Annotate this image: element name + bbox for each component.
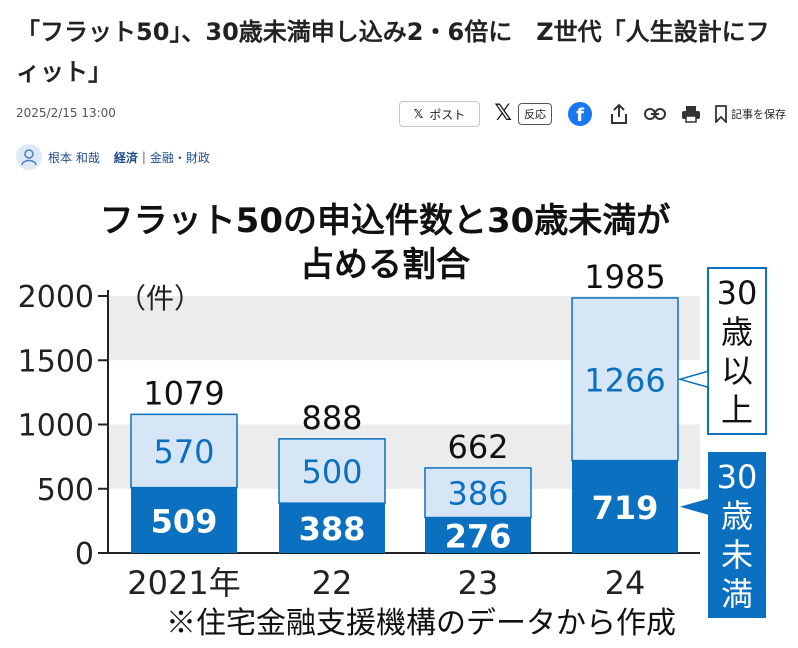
x-category-label: 23 (458, 564, 499, 602)
react-button[interactable]: 反応 (518, 103, 552, 125)
chart-title-line: フラット50の申込件数と30歳未満が (100, 201, 671, 241)
post-label: ポスト (429, 107, 466, 122)
bar-segment-30-over (130, 413, 238, 489)
print-icon[interactable] (678, 101, 704, 127)
y-tick-label: 500 (37, 473, 94, 508)
bar-value-label-upper: 500 (301, 453, 362, 491)
bar-segment-under-30 (131, 487, 237, 553)
bar-segment-under-30 (572, 460, 678, 553)
share-icon[interactable] (606, 101, 632, 127)
x-category-label: 2021年 (127, 564, 240, 602)
bar-value-label-lower: 719 (592, 489, 659, 527)
bar-value-label-upper: 1266 (584, 361, 665, 399)
x-icon: 𝕏 (413, 107, 424, 121)
legend-label-under-30: 未 (721, 536, 753, 574)
bar-value-label-lower: 276 (445, 517, 512, 555)
legend-box-under-30 (708, 452, 766, 618)
bar-segment-under-30 (279, 503, 385, 553)
bar-segment-30-over (424, 467, 532, 519)
legend-label-under-30: 30 (717, 458, 758, 496)
x-logo-icon[interactable]: 𝕏 (494, 101, 512, 126)
legend-box-30-over (707, 267, 767, 435)
facebook-icon[interactable]: f (568, 102, 592, 126)
bar-value-label-upper: 386 (447, 475, 508, 513)
author-row: 根本 和哉 経済 | 金融・財政 (16, 142, 210, 172)
legend-label-under-30: 歳 (721, 497, 753, 535)
legend-label-30-over: 上 (721, 391, 753, 429)
bar-value-label-upper: 570 (153, 433, 214, 471)
y-tick-label: 1500 (18, 344, 94, 379)
author-avatar-icon[interactable] (16, 144, 42, 170)
bar-segment-under-30 (425, 517, 531, 553)
meta-row: 2025/2/15 13:00 𝕏 ポスト 𝕏 反応 f 記事を保存 (16, 100, 786, 128)
y-tick-label: 0 (75, 537, 94, 572)
save-label: 記事を保存 (731, 108, 786, 121)
category-link[interactable]: 経済 (113, 150, 138, 165)
y-unit-label: （件） (118, 282, 202, 315)
share-bar: 𝕏 ポスト 𝕏 反応 f 記事を保存 (398, 100, 786, 128)
y-tick-label: 2000 (18, 280, 94, 315)
legend-pointer-30-over (677, 370, 709, 389)
bar-total-label: 662 (447, 428, 508, 466)
legend-label-30-over: 30 (717, 274, 758, 312)
x-category-label: 24 (605, 564, 646, 602)
subcategory-link[interactable]: 金融・財政 (149, 150, 210, 165)
bookmark-icon (715, 105, 727, 123)
bar-segment-30-over (278, 438, 386, 504)
bar-total-label: 1079 (143, 374, 224, 412)
chart-title-line: 占める割合 (300, 245, 470, 285)
chart-figure: フラット50の申込件数と30歳未満が 占める割合 0 500 1000 1500 2000 （… (0, 190, 798, 648)
source-note: ※住宅金融支援機構のデータから作成 (166, 606, 676, 641)
legend-pointer-under-30 (680, 498, 708, 515)
x-post-button[interactable]: 𝕏 ポスト (398, 101, 481, 127)
category-separator: | (141, 150, 146, 164)
y-tick-label: 1000 (18, 409, 94, 444)
bar-value-label-lower: 388 (299, 510, 366, 548)
author-name[interactable]: 根本 和哉 (48, 150, 100, 165)
bar-segment-30-over (571, 297, 679, 462)
x-category-label: 22 (312, 564, 353, 602)
legend-label-under-30: 満 (721, 575, 753, 613)
bar-value-label-lower: 509 (151, 502, 218, 540)
save-article-button[interactable]: 記事を保存 (714, 105, 786, 123)
legend-label-30-over: 歳 (721, 313, 753, 351)
headline: 「フラット50」、30歳未満申し込み2・6倍に Z世代「人生設計にフィット」 (16, 18, 770, 86)
bar-total-label: 888 (301, 399, 362, 437)
bar-total-label: 1985 (584, 258, 665, 296)
legend-label-30-over: 以 (721, 352, 753, 390)
link-icon[interactable] (642, 101, 668, 127)
publish-date: 2025/2/15 13:00 (16, 106, 116, 120)
